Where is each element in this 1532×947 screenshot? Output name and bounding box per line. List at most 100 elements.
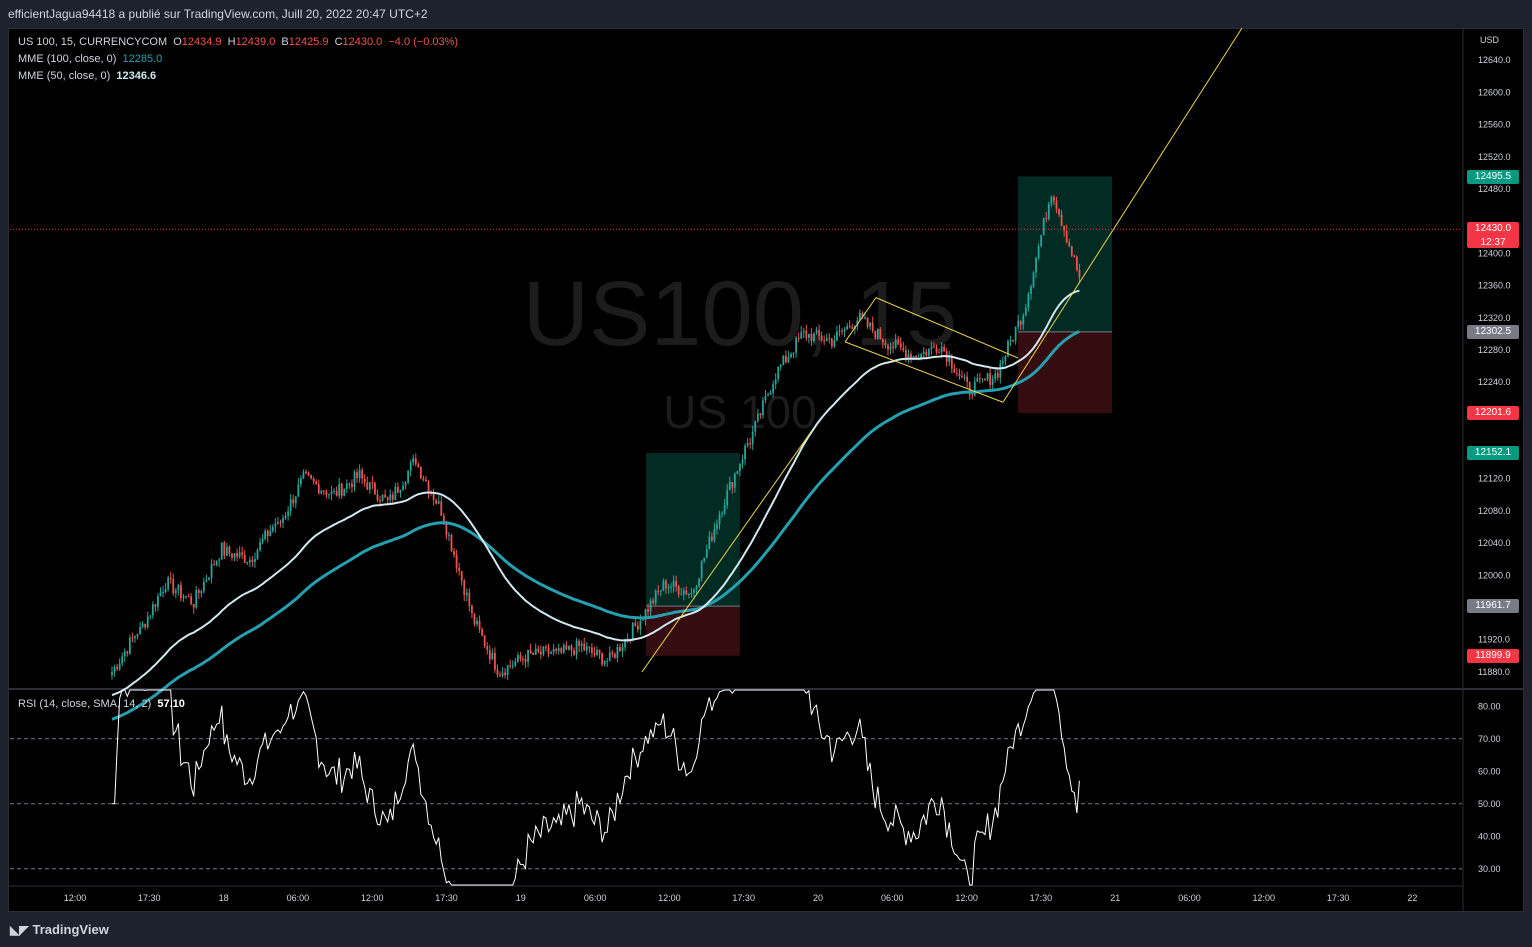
candle-body [277,521,279,524]
candle-body [455,555,458,568]
candle-body [1063,225,1066,231]
candle-body [782,355,785,365]
candle-body [299,478,302,485]
candle-body [432,493,435,500]
candle-body [532,652,535,655]
candle-body [665,580,667,589]
candle-body [889,346,892,350]
candle-body [1065,230,1068,243]
candle-body [687,593,690,595]
candle-body [550,652,552,654]
candle-body [823,340,826,342]
candle-body [881,339,884,343]
candle-body [601,653,604,665]
candle-body [353,472,356,488]
time-tick-label: 21 [1110,893,1120,903]
candle-body [1068,242,1071,247]
legend-ema100: MME (100, close, 0) 12285.0 [18,53,165,65]
candle-body [700,561,703,579]
candle-body [322,490,325,492]
candle-body [846,325,849,330]
candle-body [509,665,512,667]
price-tick-label: 12400.0 [1478,248,1511,258]
candle-body [861,313,864,318]
legend-close-value: 12430.0 [342,36,383,48]
candle-body [721,512,723,515]
candle-body [981,378,984,380]
candle-body [787,357,790,363]
candle-body [1045,217,1048,220]
candle-body [749,442,752,445]
candle-body [851,326,854,330]
candle-body [225,546,228,556]
candle-body [1058,209,1060,215]
candle-body [371,482,374,484]
candle-body [149,615,152,617]
candle-body [376,494,379,501]
candle-body [922,351,925,354]
chart-frame[interactable] [8,28,1524,912]
price-tag-value: 11899.9 [1475,649,1511,661]
candle-body [529,649,532,653]
candle-body [442,515,445,525]
candle-body [506,665,509,676]
candle-body [151,604,154,616]
candle-body [113,666,116,673]
candle-body [958,373,961,377]
time-tick-label: 12:00 [1253,893,1276,903]
candle-body [116,666,119,670]
candle-body [266,530,269,537]
chart-svg[interactable]: US100, 15 US 100 USD 11880.0 11920.0 12000.0 1… [0,0,1532,912]
candle-body [560,648,563,653]
candle-body [366,482,369,490]
candle-body [759,413,762,416]
candle-body [131,637,134,639]
legend-ema50: MME (50, close, 0) 12346.6 [18,70,159,82]
rsi-tick-label: 70.00 [1478,734,1501,744]
candle-body [386,497,389,500]
candle-body [292,499,295,504]
candle-body [210,564,213,578]
candle-body [726,490,729,506]
candle-body [504,672,507,676]
candle-body [1017,320,1020,327]
candle-body [800,332,803,339]
price-tick-label: 12480.0 [1478,184,1511,194]
candle-body [238,552,241,557]
candle-body [159,592,162,597]
candle-body [1027,293,1030,308]
legend-ohlc: US 100, 15, CURRENCYCOM O12434.9 H12439.… [18,36,461,48]
candle-body [588,646,591,648]
candle-body [608,652,611,662]
candle-body [121,656,124,664]
candle-body [552,648,555,653]
candle-body [476,620,478,625]
candle-body [682,590,685,595]
candle-body [652,600,655,604]
candle-body [616,646,619,658]
candle-body [642,619,644,621]
candle-body [486,646,489,651]
candle-body [169,577,172,580]
candle-body [899,343,902,348]
candle-body [215,560,218,566]
candle-body [864,317,866,319]
candle-body [624,639,626,648]
legend-change: −4.0 (−0.03%) [388,36,459,48]
candle-body [1075,256,1078,270]
candle-body [910,353,912,360]
price-tag-countdown: 12:37 [1480,237,1506,249]
candle-body [744,445,746,460]
candle-body [208,577,210,581]
candle-body [708,536,711,550]
candle-body [164,589,167,593]
candle-body [976,378,979,382]
candle-body [894,339,897,348]
candle-body [815,330,818,334]
time-tick-label: 12:00 [64,893,87,903]
candle-body [514,661,517,666]
candle-body [613,653,616,658]
candle-body [662,580,665,591]
candle-body [192,603,195,608]
rsi-tick-label: 30.00 [1478,864,1501,874]
